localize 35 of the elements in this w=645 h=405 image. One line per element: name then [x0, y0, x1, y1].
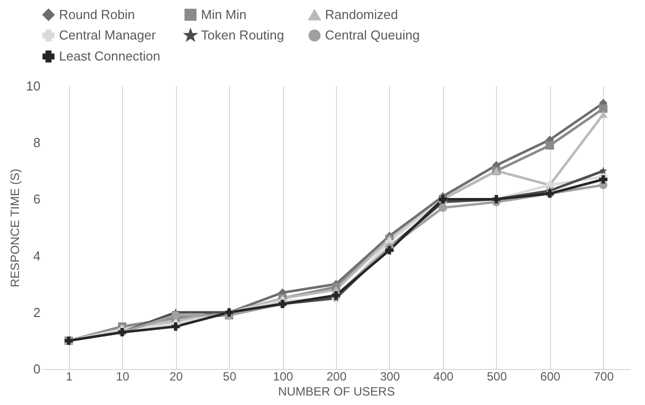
x-tick-label: 400	[433, 370, 454, 384]
legend-label: Token Routing	[201, 28, 284, 42]
y-tick-label: 8	[33, 135, 40, 150]
y-tick-label: 4	[33, 248, 40, 264]
point	[438, 204, 448, 212]
point	[599, 175, 608, 184]
legend-label: Min Min	[201, 6, 247, 22]
y-tick-label: 10	[26, 78, 40, 94]
y-axis-title: RESPONCE TIME (S)	[8, 168, 22, 288]
point	[546, 141, 554, 150]
x-tick-label: 1	[66, 370, 73, 384]
y-tick-label: 2	[33, 304, 40, 320]
legend-label: Round Robin	[59, 6, 135, 22]
x-tick-label: 500	[486, 370, 508, 384]
y-tick-label: 0	[33, 362, 40, 376]
legend-label: Randomized	[325, 7, 398, 22]
point	[171, 322, 180, 331]
x-axis-title: NUMBER OF USERS	[278, 384, 395, 398]
x-tick-label: 200	[326, 370, 347, 384]
x-tick-label: 100	[273, 370, 294, 384]
point	[385, 246, 394, 254]
legend-label: Central Manager	[59, 28, 156, 42]
legend-label: Least Connection	[59, 48, 160, 64]
x-tick-label: 300	[380, 370, 400, 384]
x-tick-label: 600	[540, 370, 561, 384]
point	[171, 311, 180, 320]
y-tick-label: 6	[33, 192, 40, 207]
point	[599, 104, 608, 113]
x-tick-label: 20	[169, 370, 184, 384]
x-tick-label: 50	[222, 370, 237, 384]
legend-label: Central Queuing	[325, 28, 420, 42]
x-tick-label: 10	[116, 370, 130, 384]
point	[599, 166, 608, 174]
x-tick-label: 700	[594, 370, 614, 384]
point	[599, 110, 608, 118]
